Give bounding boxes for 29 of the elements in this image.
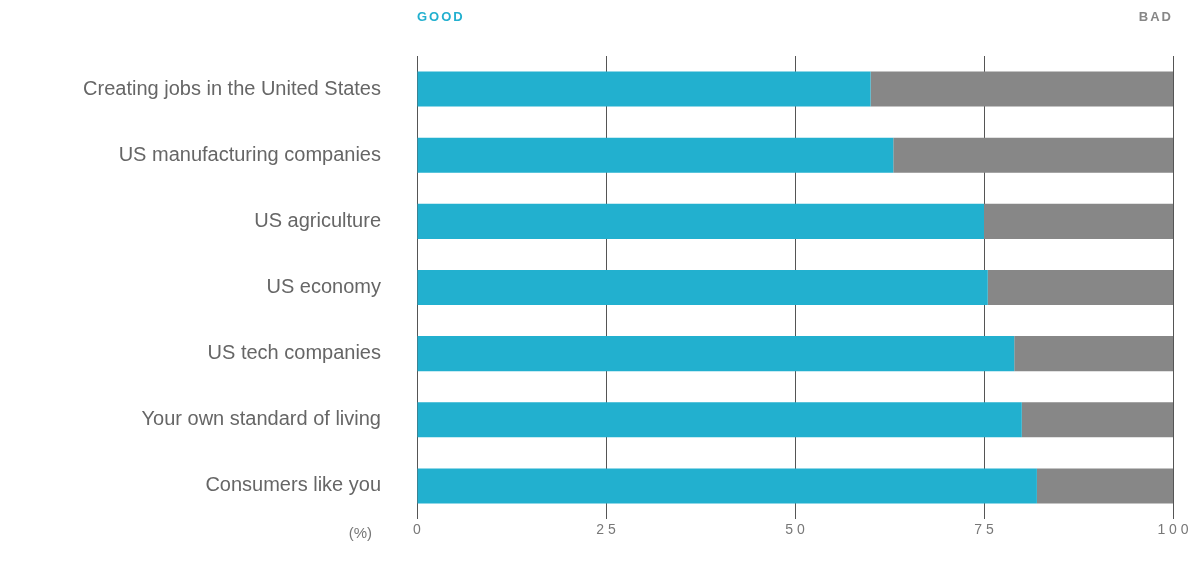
x-tick-label: 0 <box>413 521 422 538</box>
bar <box>1036 468 1173 504</box>
text: BAD <box>1138 8 1173 24</box>
bar <box>417 402 1022 438</box>
y-tick-label: US manufacturing companies <box>118 142 381 165</box>
bar <box>417 269 988 306</box>
bar <box>417 468 1037 504</box>
y-tick-label: Your own standard of living <box>141 407 381 430</box>
y-tick-label: US tech companies <box>207 341 381 364</box>
y-tick-label: Creating jobs in the United States <box>83 76 381 99</box>
bar <box>417 203 984 239</box>
y-tick-label: Consumers like you <box>205 473 381 496</box>
x-tick-label: 5 0 <box>785 521 805 538</box>
bar <box>870 71 1173 107</box>
bar <box>417 336 1015 372</box>
x-tick-label: 2 5 <box>596 521 616 538</box>
x-axis-title: (%) <box>348 523 372 541</box>
y-tick-label: US economy <box>266 275 381 298</box>
bar <box>984 203 1173 239</box>
bar <box>417 71 871 107</box>
bar <box>893 137 1173 173</box>
bar <box>987 269 1173 306</box>
y-tick-label: US agriculture <box>254 208 381 231</box>
x-tick-label: 1 0 0 <box>1157 521 1189 538</box>
bar <box>1021 402 1173 438</box>
x-tick-label: 7 5 <box>974 521 994 538</box>
bar <box>417 137 894 173</box>
text: GOOD <box>417 8 465 24</box>
bar <box>1014 336 1173 372</box>
